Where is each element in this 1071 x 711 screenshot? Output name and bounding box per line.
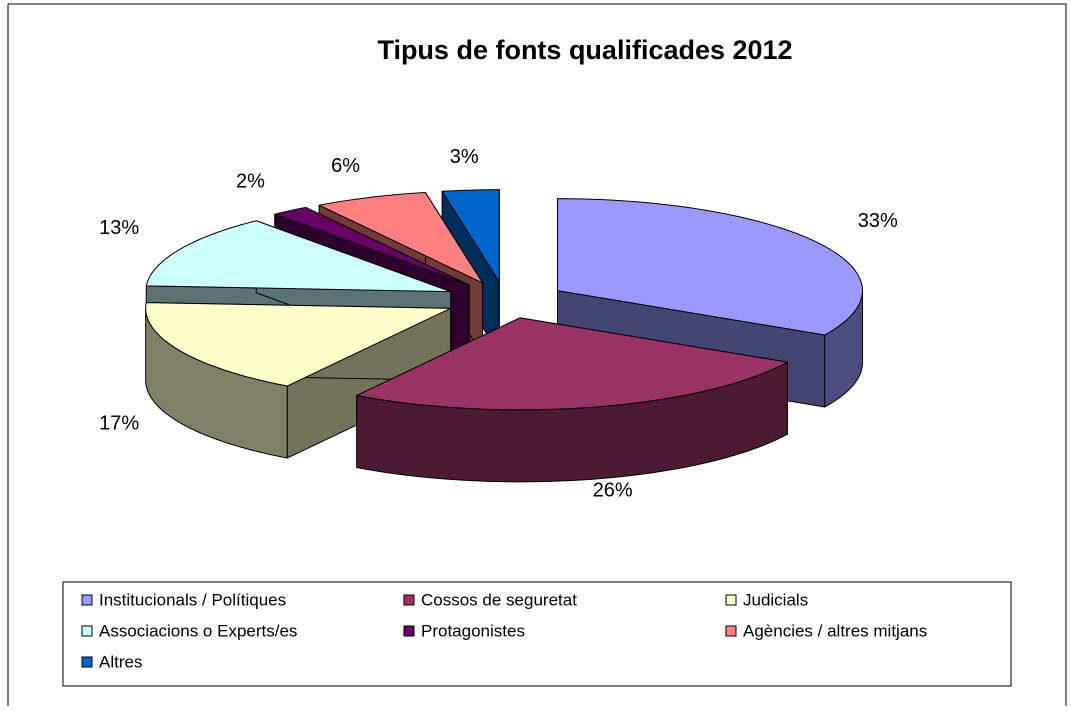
data-label: 3% — [450, 146, 479, 168]
legend-swatch — [81, 625, 93, 637]
slice-top — [145, 302, 452, 387]
legend-label: Agències / altres mitjans — [743, 621, 927, 640]
slice-top — [441, 189, 500, 283]
legend-label: Judicials — [743, 590, 808, 609]
data-label: 6% — [331, 155, 360, 177]
data-label: 13% — [99, 217, 139, 239]
legend-swatch — [725, 594, 737, 606]
data-label: 17% — [99, 412, 139, 434]
legend-label: Altres — [99, 652, 142, 671]
slice — [145, 302, 452, 459]
legend-swatch — [81, 594, 93, 606]
data-label: 26% — [593, 480, 633, 502]
legend-swatch — [403, 594, 415, 606]
chart-title: Tipus de fonts qualificades 2012 — [377, 35, 792, 65]
data-label: 33% — [858, 210, 898, 232]
legend-swatch — [725, 625, 737, 637]
slice-top — [356, 317, 788, 411]
slice-top — [557, 198, 863, 336]
legend-label: Institucionals / Polítiques — [99, 590, 286, 609]
pie — [145, 189, 864, 483]
slice-top — [145, 220, 452, 293]
slice-top — [274, 206, 470, 286]
legend-swatch — [81, 656, 93, 668]
legend-label: Cossos de seguretat — [421, 590, 577, 609]
slice-top — [318, 192, 484, 284]
legend — [62, 581, 1012, 687]
data-label: 2% — [236, 171, 265, 193]
legend-label: Associacions o Experts/es — [99, 621, 297, 640]
slice — [356, 317, 788, 483]
legend-label: Protagonistes — [421, 621, 525, 640]
legend-swatch — [403, 625, 415, 637]
